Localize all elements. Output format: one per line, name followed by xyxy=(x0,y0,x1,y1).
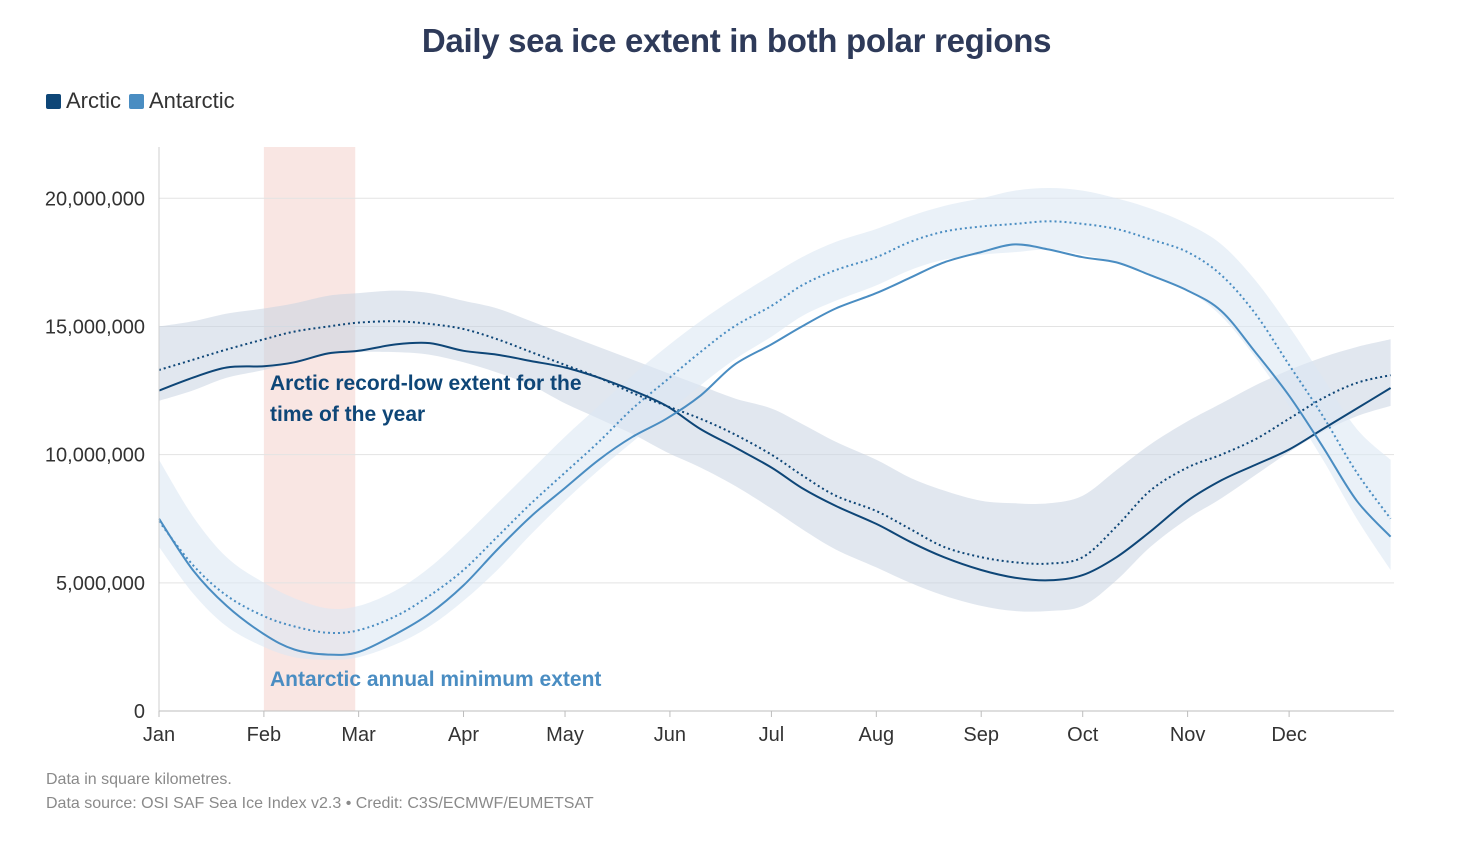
footer-source: Data source: OSI SAF Sea Ice Index v2.3 … xyxy=(46,795,594,812)
x-tick-label: Jul xyxy=(759,724,785,746)
x-tick-label: Jan xyxy=(143,724,175,746)
median-line-arctic xyxy=(158,320,1391,565)
chart-title: Daily sea ice extent in both polar regio… xyxy=(421,22,1052,59)
y-tick-label: 0 xyxy=(134,701,145,723)
y-tick-label: 5,000,000 xyxy=(56,573,145,595)
legend-swatch-antarctic xyxy=(129,93,144,109)
y-tick-label: 10,000,000 xyxy=(45,445,145,467)
y-tick-label: 20,000,000 xyxy=(45,188,145,210)
legend-item-arctic[interactable]: Arctic xyxy=(46,88,121,114)
series-line-antarctic xyxy=(158,243,1392,656)
series-line-arctic xyxy=(158,341,1392,582)
annotation-arctic-record-low-line2: time of the year xyxy=(270,403,425,426)
x-tick-label: Oct xyxy=(1067,724,1099,746)
footer-note: Data in square kilometres. xyxy=(46,771,232,788)
band-arctic xyxy=(159,290,1391,612)
legend-swatch-arctic xyxy=(46,93,61,109)
band-antarctic xyxy=(159,188,1391,660)
annotation-antarctic-minimum: Antarctic annual minimum extent xyxy=(270,668,601,691)
legend-label-antarctic: Antarctic xyxy=(149,88,235,113)
x-tick-label: Nov xyxy=(1170,724,1206,746)
legend-label-arctic: Arctic xyxy=(66,88,121,113)
legend-item-antarctic[interactable]: Antarctic xyxy=(129,88,235,114)
x-tick-label: Jun xyxy=(654,724,686,746)
x-tick-label: May xyxy=(546,724,584,746)
x-tick-label: Apr xyxy=(448,724,479,746)
x-tick-label: Mar xyxy=(341,724,376,746)
y-tick-label: 15,000,000 xyxy=(45,316,145,338)
median-line-antarctic xyxy=(158,220,1392,635)
x-tick-label: Feb xyxy=(247,724,281,746)
legend: Arctic Antarctic xyxy=(46,88,243,114)
x-tick-label: Aug xyxy=(859,724,895,746)
annotation-arctic-record-low: Arctic record-low extent for the xyxy=(270,372,582,395)
x-tick-label: Sep xyxy=(963,724,999,746)
x-tick-label: Dec xyxy=(1271,724,1307,746)
